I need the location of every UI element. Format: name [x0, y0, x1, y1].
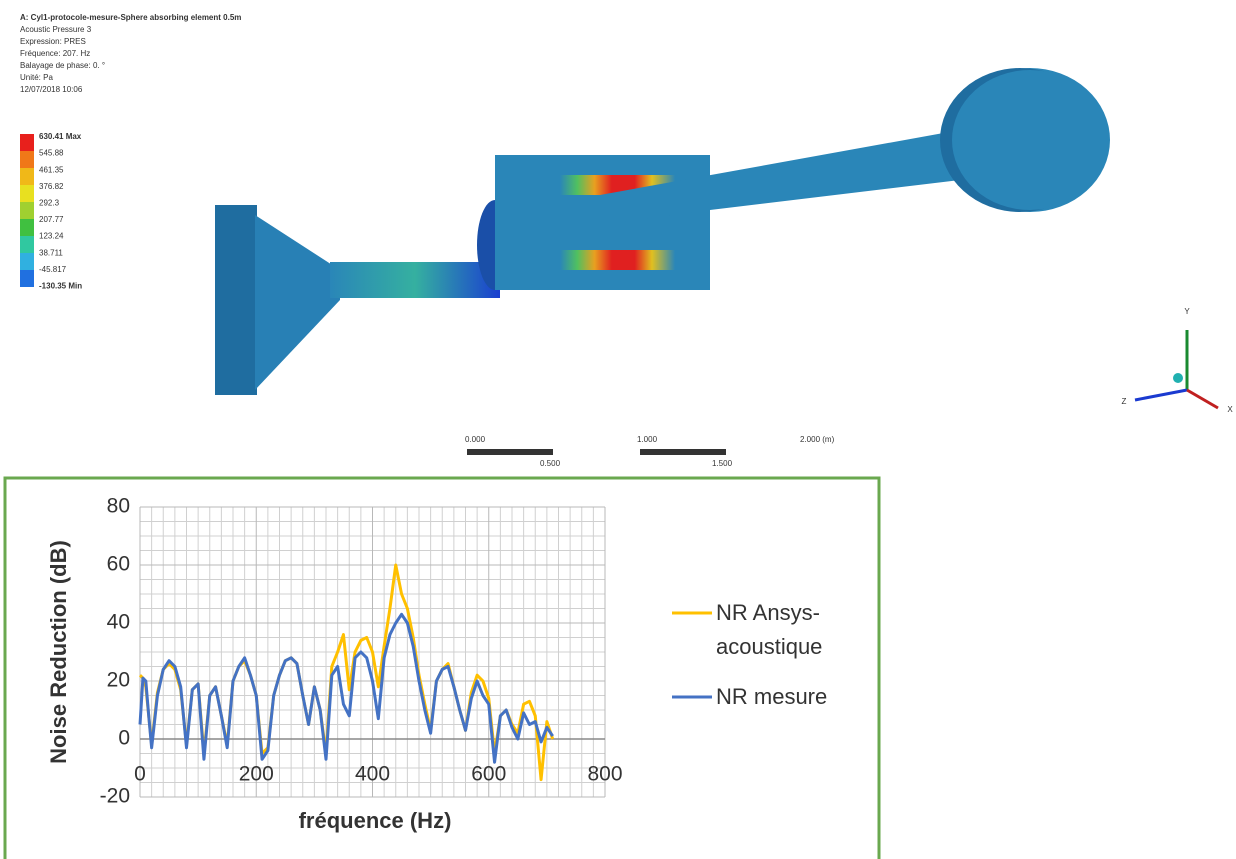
legend-value: 461.35 [39, 165, 64, 174]
legend-swatch [20, 168, 34, 185]
legend-value: 38.711 [39, 248, 63, 257]
legend-label: NR Ansys-acoustique [716, 596, 831, 664]
series-line [140, 614, 553, 762]
y-tick-label: -20 [100, 785, 130, 808]
legend-swatch [20, 270, 34, 287]
legend-swatch [20, 202, 34, 219]
legend-swatch [20, 134, 34, 151]
scale-label: 1.000 [637, 435, 658, 444]
legend-label: NR mesure [716, 680, 876, 714]
x-tick-label: 400 [355, 763, 390, 786]
sim-info: Expression: PRES [20, 37, 86, 46]
y-tick-label: 0 [118, 727, 130, 750]
axis-label: X [1227, 405, 1233, 414]
x-tick-label: 0 [134, 763, 146, 786]
sim-info: 12/07/2018 10:06 [20, 85, 83, 94]
legend-value: 630.41 Max [39, 132, 82, 141]
model [215, 68, 1110, 395]
legend-value: 123.24 [39, 232, 64, 241]
axis-label: Y [1184, 307, 1190, 316]
scale-label: 1.500 [712, 459, 733, 468]
x-tick-label: 600 [471, 763, 506, 786]
sim-info: Unité: Pa [20, 73, 53, 82]
scale-bar [467, 449, 553, 455]
legend-swatch [20, 253, 34, 270]
axis-x [1187, 390, 1218, 408]
y-tick-label: 40 [107, 611, 130, 634]
y-tick-label: 60 [107, 553, 130, 576]
scale-bar [640, 449, 726, 455]
legend-swatch [20, 185, 34, 202]
sim-info: Fréquence: 207. Hz [20, 49, 90, 58]
legend-swatch [20, 236, 34, 253]
legend-value: 376.82 [39, 182, 64, 191]
scale-label: 0.000 [465, 435, 486, 444]
sim-info: Acoustic Pressure 3 [20, 25, 92, 34]
legend-value: -45.817 [39, 265, 67, 274]
sim-info: Balayage de phase: 0. ° [20, 61, 105, 70]
x-axis-title: fréquence (Hz) [299, 808, 452, 833]
x-tick-label: 200 [239, 763, 274, 786]
legend-swatch [20, 219, 34, 236]
sim-title: A: Cyl1-protocole-mesure-Sphere absorbin… [20, 13, 241, 22]
x-tick-label: 800 [587, 763, 622, 786]
scale-label: 2.000 (m) [800, 435, 835, 444]
axis-label: Z [1122, 397, 1127, 406]
axis-origin [1173, 373, 1183, 383]
legend-value: 292.3 [39, 199, 60, 208]
legend-swatch [20, 151, 34, 168]
page: A: Cyl1-protocole-mesure-Sphere absorbin… [0, 0, 1236, 859]
y-tick-label: 80 [107, 495, 130, 518]
scale-label: 0.500 [540, 459, 561, 468]
y-tick-label: 20 [107, 669, 130, 692]
legend-value: 545.88 [39, 149, 64, 158]
legend-value: -130.35 Min [39, 282, 82, 291]
legend-value: 207.77 [39, 215, 64, 224]
y-axis-title: Noise Reduction (dB) [46, 540, 71, 764]
figure: A: Cyl1-protocole-mesure-Sphere absorbin… [0, 0, 1236, 859]
axis-z [1135, 390, 1187, 400]
